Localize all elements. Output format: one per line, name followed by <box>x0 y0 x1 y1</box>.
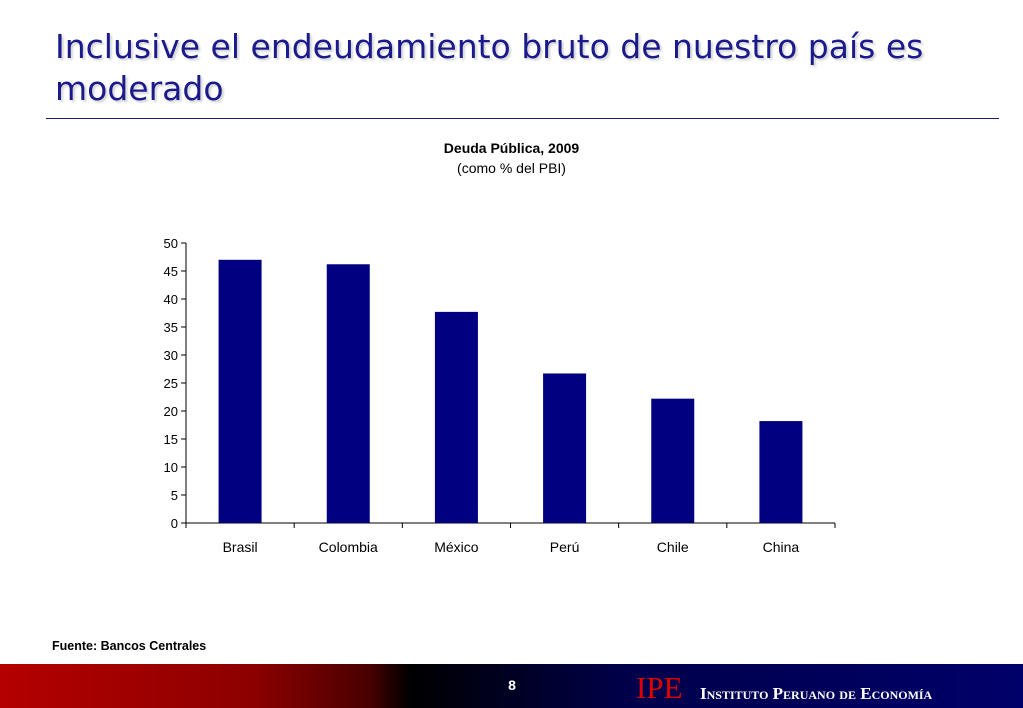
bar-china <box>759 421 803 523</box>
bar-chile <box>651 398 695 523</box>
y-tick-label: 15 <box>164 432 178 447</box>
page-number: 8 <box>508 677 516 693</box>
y-tick-label: 25 <box>164 376 178 391</box>
bar-per <box>543 373 587 523</box>
y-axis: 0 5 10 15 20 25 30 35 40 45 50 <box>164 236 187 531</box>
x-tick-label: Chile <box>657 539 689 555</box>
institute-name: Instituto Peruano de Economía <box>700 684 933 703</box>
x-tick-label: Colombia <box>319 539 378 555</box>
y-tick-label: 50 <box>164 236 178 251</box>
x-tick-label: México <box>434 539 479 555</box>
x-tick-label: Perú <box>550 539 580 555</box>
chart-subtitle: (como % del PBI) <box>457 160 566 176</box>
ipe-logo: IPE <box>636 670 683 705</box>
y-tick-label: 10 <box>164 460 178 475</box>
bar-colombia <box>326 264 370 523</box>
y-tick-label: 20 <box>164 404 178 419</box>
chart-title: Deuda Pública, 2009 <box>443 140 580 156</box>
y-tick-label: 35 <box>164 320 178 335</box>
x-tick-label: Brasil <box>223 539 258 555</box>
slide-title: Inclusive el endeudamiento bruto de nues… <box>55 27 924 108</box>
source-note: Fuente: Bancos Centrales <box>52 639 207 653</box>
x-tick-label: China <box>763 539 800 555</box>
y-tick-label: 0 <box>171 516 178 531</box>
y-tick-label: 30 <box>164 348 178 363</box>
y-tick-label: 45 <box>164 264 178 279</box>
bars <box>218 259 803 523</box>
footer-bar-right <box>410 664 1023 708</box>
x-axis <box>185 522 836 528</box>
bar-mxico <box>434 311 478 523</box>
y-tick-label: 40 <box>164 292 178 307</box>
y-tick-label: 5 <box>171 488 178 503</box>
title-divider <box>46 118 999 119</box>
bar-brasil <box>218 259 262 523</box>
x-tick-labels: Brasil Colombia México Perú Chile China <box>223 539 800 555</box>
